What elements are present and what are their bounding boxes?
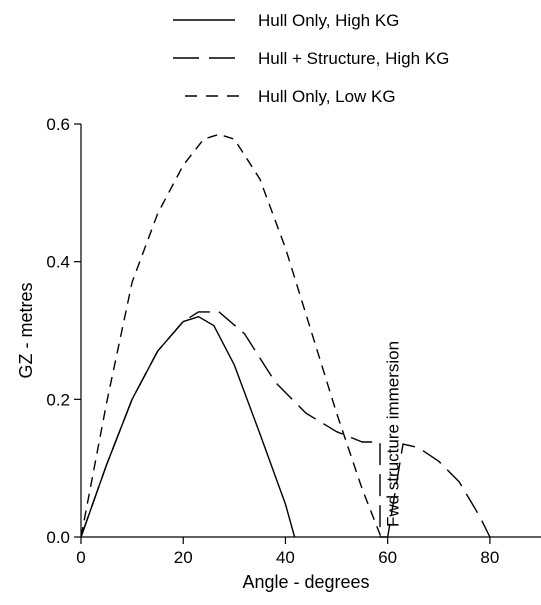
- y-tick-label: 0.4: [46, 253, 70, 272]
- series-line-3: [80, 133, 382, 538]
- x-tick-label: 40: [276, 548, 295, 567]
- y-tick-label: 0.6: [46, 115, 70, 134]
- axes: 0 20 40 60 80 0.0 0.2 0.4 0.6 Angle - degrees GZ -…: [16, 115, 541, 592]
- plot-area: Fwd structure immersion: [80, 133, 491, 538]
- y-tick-label: 0.0: [46, 528, 70, 547]
- x-tick-label: 20: [174, 548, 193, 567]
- x-tick-label: 60: [378, 548, 397, 567]
- series-line-1: [80, 316, 296, 538]
- legend: Hull Only, High KG Hull + Structure, High…: [173, 11, 449, 106]
- annotation-label: Fwd structure immersion: [384, 341, 403, 527]
- series-line-2: [80, 311, 491, 538]
- x-tick-label: 80: [480, 548, 499, 567]
- x-axis-title: Angle - degrees: [242, 572, 369, 592]
- legend-label-2: Hull + Structure, High KG: [258, 49, 449, 68]
- legend-label-3: Hull Only, Low KG: [258, 87, 396, 106]
- y-tick-label: 0.2: [46, 390, 70, 409]
- x-tick-label: 0: [76, 548, 85, 567]
- y-axis-title: GZ - metres: [16, 282, 36, 378]
- legend-label-1: Hull Only, High KG: [258, 11, 399, 30]
